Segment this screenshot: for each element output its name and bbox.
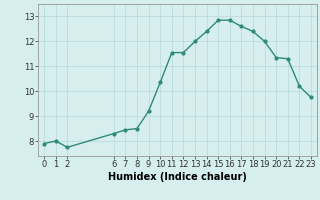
X-axis label: Humidex (Indice chaleur): Humidex (Indice chaleur) <box>108 172 247 182</box>
